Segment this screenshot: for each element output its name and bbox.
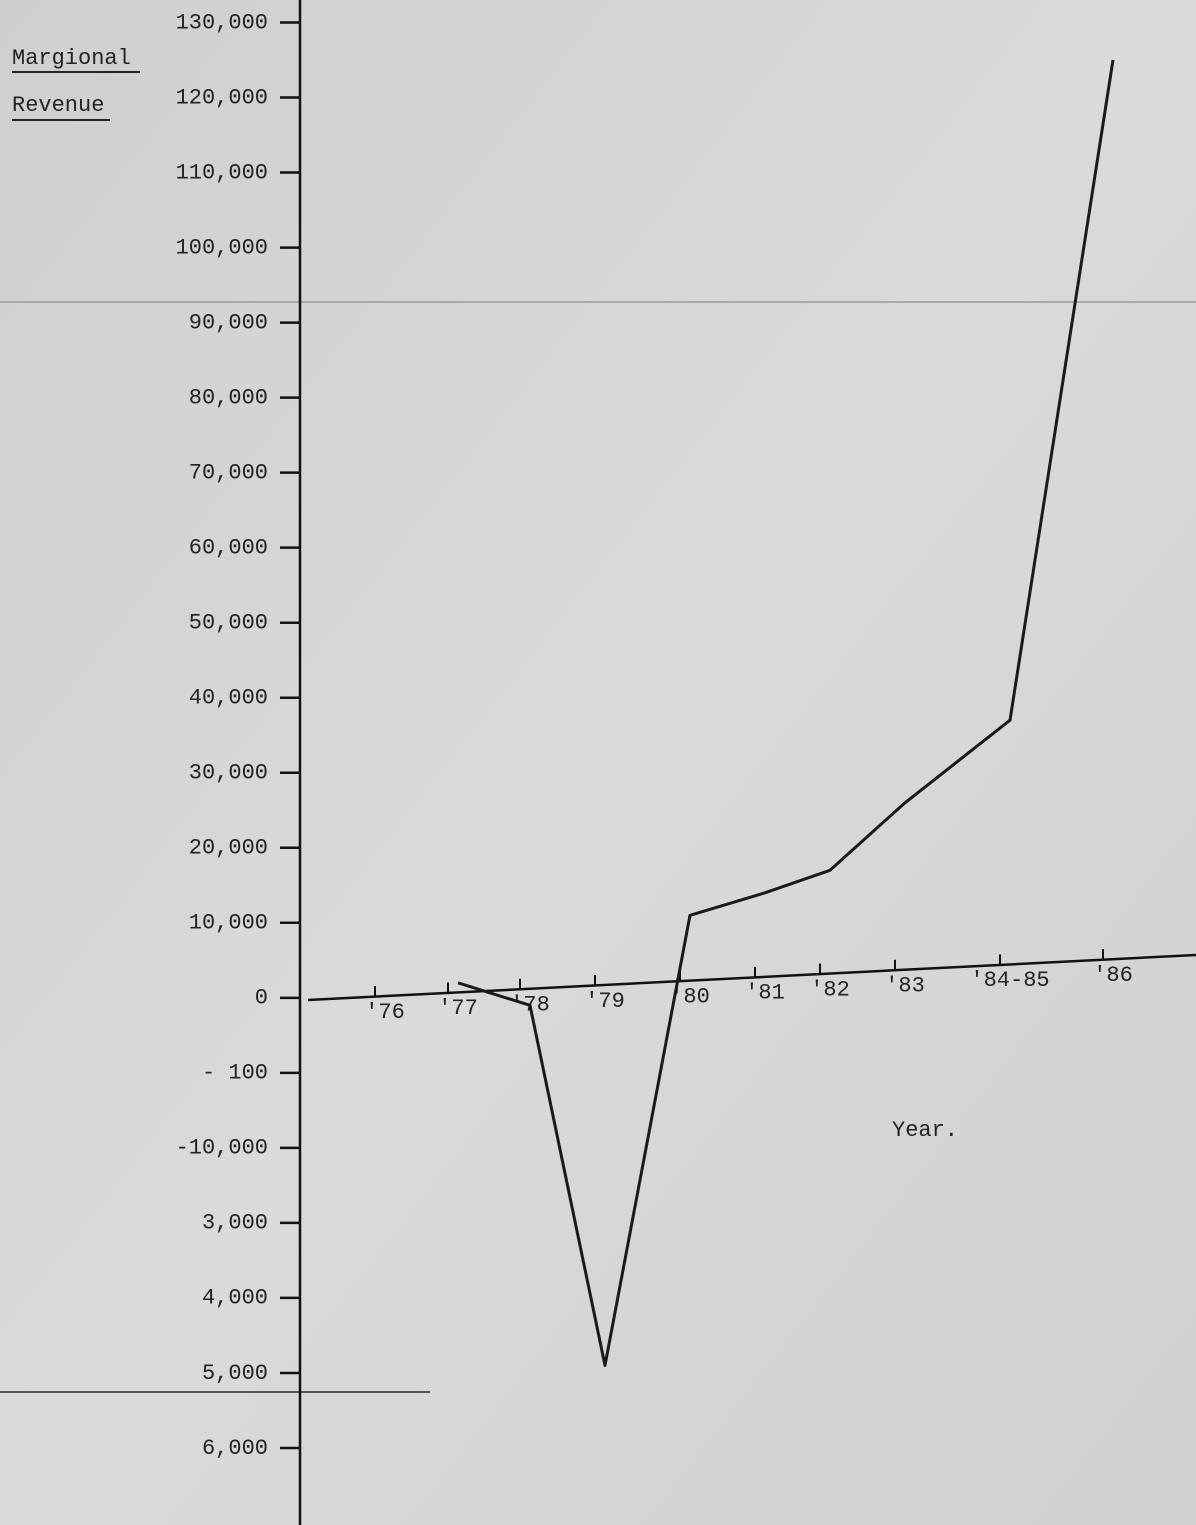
y-tick-label: 5,000: [202, 1361, 268, 1386]
y-tick-label: 30,000: [189, 761, 268, 786]
y-tick-label: 20,000: [189, 836, 268, 861]
y-tick-label: 0: [255, 986, 268, 1011]
x-tick-label: '86: [1093, 963, 1133, 988]
x-tick-label: '79: [585, 989, 625, 1014]
y-tick-label: 50,000: [189, 611, 268, 636]
x-tick-label: '76: [365, 1000, 405, 1025]
y-tick-label: 70,000: [189, 460, 268, 485]
y-tick-label: 4,000: [202, 1286, 268, 1311]
y-label: Revenue: [12, 93, 104, 118]
y-tick-label: 40,000: [189, 686, 268, 711]
y-tick-label: 110,000: [176, 160, 268, 185]
y-tick-label: - 100: [202, 1061, 268, 1086]
y-tick-label: 100,000: [176, 235, 268, 260]
x-tick-label: '77: [438, 996, 478, 1021]
y-tick-label: 60,000: [189, 535, 268, 560]
data-line: [457, 59, 1115, 1367]
y-tick-label: 6,000: [202, 1436, 268, 1461]
x-axis: [307, 953, 1196, 1002]
y-tick-label: 10,000: [189, 911, 268, 936]
y-label: Margional: [12, 46, 131, 71]
y-tick-label: 3,000: [202, 1211, 268, 1236]
y-tick-label: -10,000: [176, 1136, 268, 1161]
x-tick-label: '84-85: [970, 968, 1049, 993]
y-tick-label: 130,000: [176, 10, 268, 35]
x-tick-label: '83: [885, 974, 925, 999]
x-label: Year.: [892, 1118, 958, 1143]
y-tick-label: 80,000: [189, 385, 268, 410]
y-tick-label: 120,000: [176, 85, 268, 110]
x-tick-label: '82: [810, 977, 850, 1002]
y-tick-label: 90,000: [189, 310, 268, 335]
x-tick-label: '81: [745, 981, 785, 1006]
